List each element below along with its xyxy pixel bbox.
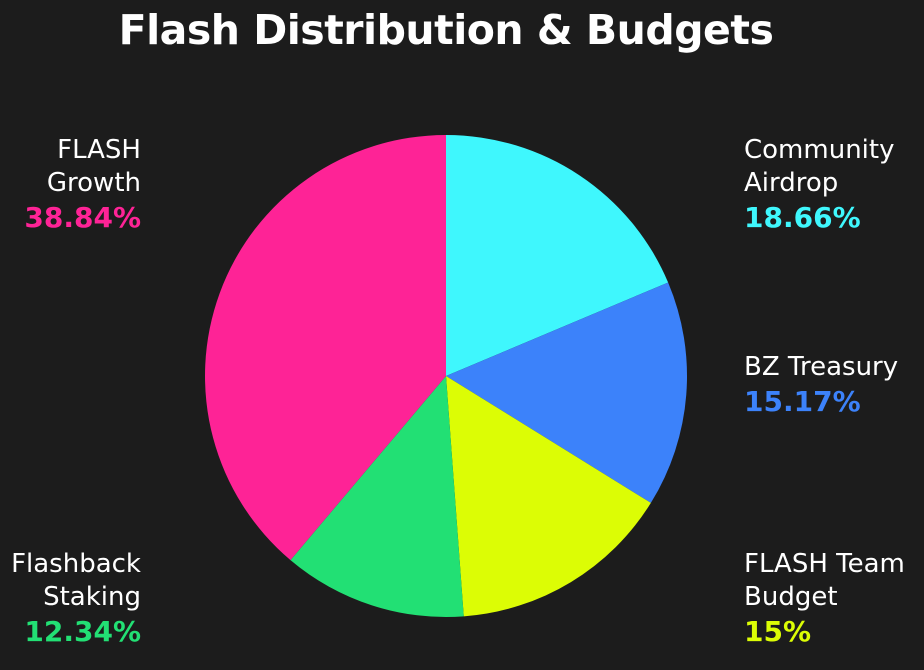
label-flash-team-budget-line-1: FLASH Team bbox=[744, 549, 905, 579]
label-flashback-staking-line-2: Staking bbox=[43, 582, 141, 612]
slice-flash-team-budget bbox=[446, 376, 651, 617]
value-flashback-staking: 12.34% bbox=[24, 615, 141, 648]
value-flash-team-budget: 15% bbox=[744, 615, 812, 648]
slice-bz-treasury bbox=[446, 282, 688, 503]
label-flashback-staking: Flashback Staking 12.34% bbox=[11, 548, 141, 650]
slice-flash-growth bbox=[205, 135, 446, 561]
label-community-airdrop: Community Airdrop 18.66% bbox=[744, 134, 894, 236]
value-bz-treasury: 15.17% bbox=[744, 385, 861, 418]
label-flash-team-budget: FLASH Team Budget 15% bbox=[744, 548, 905, 650]
label-flashback-staking-line-1: Flashback bbox=[11, 549, 141, 579]
label-flash-growth: FLASH Growth 38.84% bbox=[24, 134, 141, 236]
label-flash-team-budget-line-2: Budget bbox=[744, 582, 838, 612]
label-bz-treasury: BZ Treasury 15.17% bbox=[744, 351, 898, 420]
label-community-airdrop-line-2: Airdrop bbox=[744, 168, 839, 198]
slice-flashback-staking bbox=[290, 376, 464, 617]
value-flash-growth: 38.84% bbox=[24, 201, 141, 234]
slice-community-airdrop bbox=[446, 135, 669, 376]
chart-title: Flash Distribution & Budgets bbox=[118, 6, 774, 54]
value-community-airdrop: 18.66% bbox=[744, 201, 861, 234]
label-community-airdrop-line-1: Community bbox=[744, 135, 895, 165]
label-flash-growth-line-2: Growth bbox=[46, 168, 141, 198]
label-flash-growth-line-1: FLASH bbox=[57, 135, 141, 165]
label-bz-treasury-line-1: BZ Treasury bbox=[744, 352, 899, 382]
